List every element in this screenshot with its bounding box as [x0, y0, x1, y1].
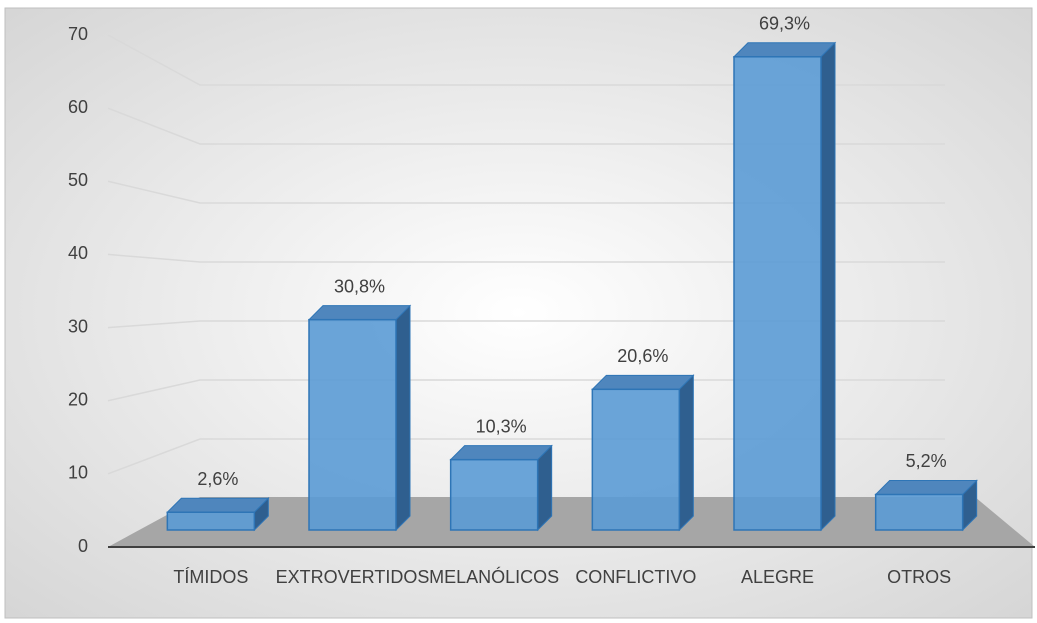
- y-tick-label: 60: [68, 97, 88, 117]
- grid-line: [107, 107, 945, 145]
- grid-line: [107, 438, 945, 475]
- bar: [591, 388, 681, 531]
- bar: [166, 511, 256, 531]
- y-tick-label: 50: [68, 170, 88, 190]
- value-label: 5,2%: [906, 451, 947, 471]
- grid-line: [107, 34, 945, 86]
- grid-line: [107, 180, 945, 204]
- bar: [874, 493, 964, 531]
- x-tick-label: EXTROVERTIDOS: [276, 567, 430, 587]
- bar-top: [591, 374, 695, 390]
- grid-line: [107, 253, 945, 263]
- bar-side: [537, 444, 553, 532]
- y-tick-label: 40: [68, 243, 88, 263]
- bar-top: [732, 42, 837, 58]
- grid-line: [107, 379, 945, 402]
- bar-side: [820, 41, 836, 532]
- x-tick-label: MELANÓLICOS: [429, 566, 559, 587]
- value-label: 10,3%: [476, 416, 527, 436]
- bar-top: [307, 305, 412, 321]
- bar: [449, 458, 539, 531]
- bar: [733, 56, 822, 531]
- x-tick-label: TÍMIDOS: [173, 567, 248, 587]
- value-label: 69,3%: [759, 14, 810, 34]
- y-tick-label: 20: [68, 389, 88, 409]
- bar-side: [678, 374, 694, 532]
- bar-top: [166, 497, 270, 513]
- y-tick-label: 10: [68, 463, 88, 483]
- value-label: 30,8%: [334, 276, 385, 296]
- value-label: 2,6%: [197, 469, 238, 489]
- y-tick-label: 0: [78, 536, 88, 556]
- value-label: 20,6%: [617, 346, 668, 366]
- bar-top: [449, 445, 553, 461]
- x-tick-label: OTROS: [887, 567, 951, 587]
- x-tick-label: CONFLICTIVO: [575, 567, 696, 587]
- bar: [308, 318, 397, 531]
- x-tick-label: ALEGRE: [741, 567, 814, 587]
- y-tick-label: 70: [68, 24, 88, 44]
- y-tick-label: 30: [68, 316, 88, 336]
- grid-line: [107, 320, 945, 329]
- bar-top: [874, 479, 978, 495]
- bar-side: [395, 304, 411, 532]
